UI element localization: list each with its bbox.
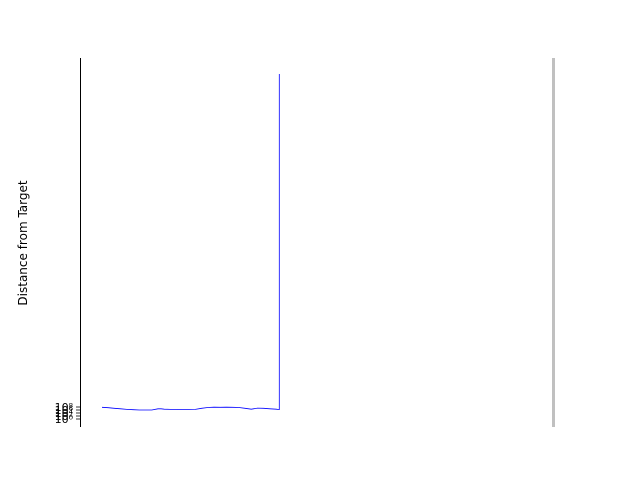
y-tick-label: 10⁰: [55, 413, 74, 426]
y-tick-label: 10²: [55, 410, 73, 423]
y-axis-label: Distance from Target: [16, 180, 30, 305]
series-group: [101, 74, 280, 411]
series-line-0: [101, 74, 280, 411]
y-tick-label: 10⁴: [55, 407, 74, 420]
y-tick-label: 10⁸: [55, 401, 74, 414]
y-tick-label: 10⁶: [55, 404, 74, 417]
